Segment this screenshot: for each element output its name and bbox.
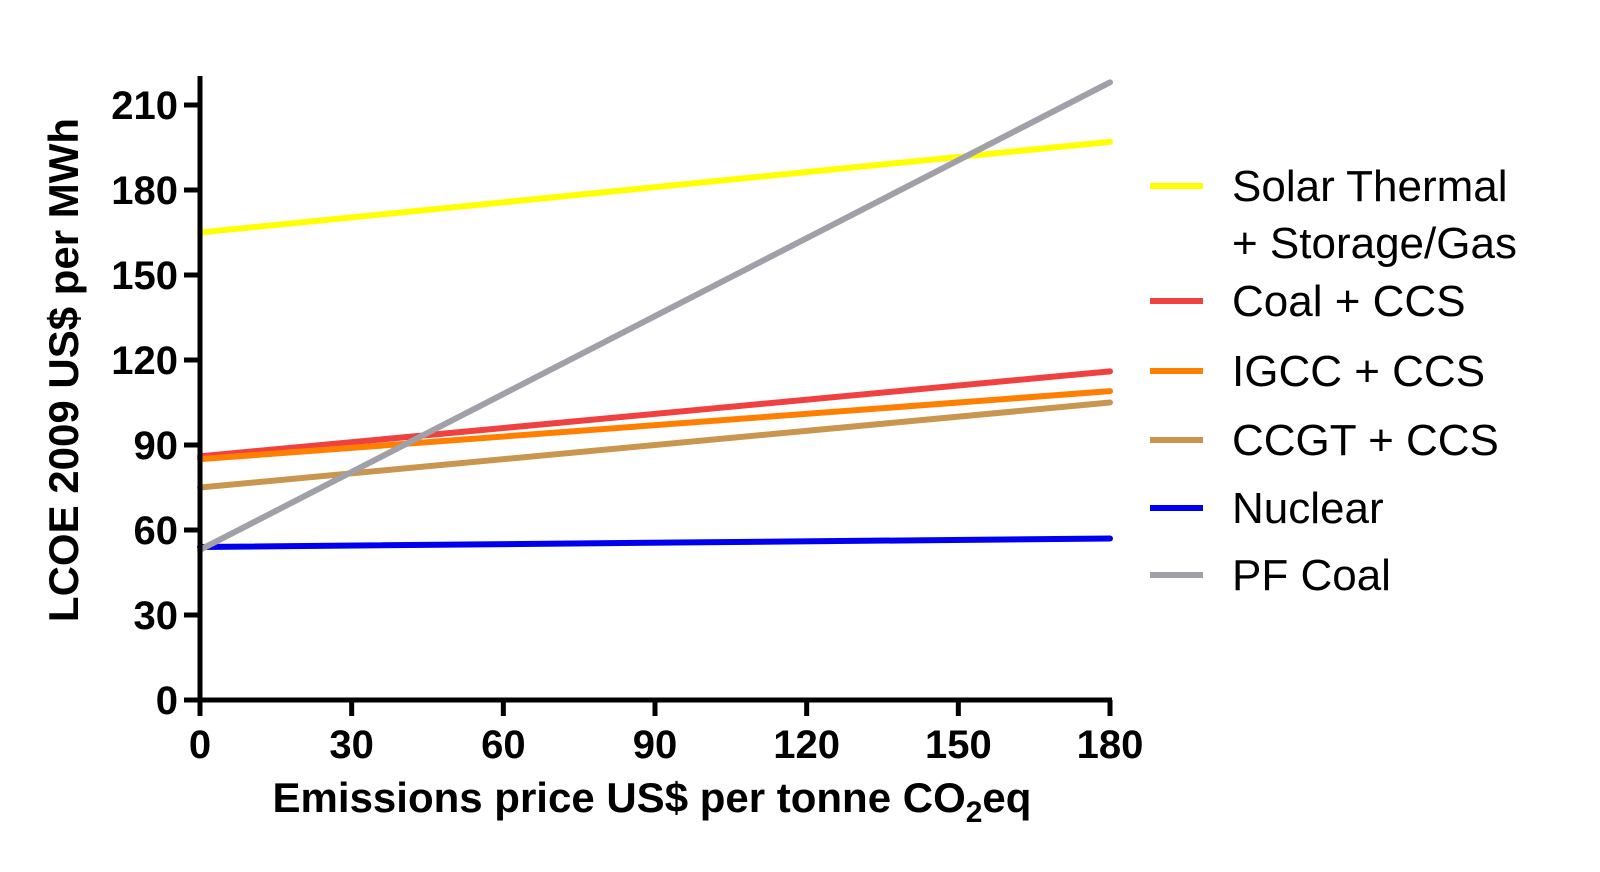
y-tick-label: 180 [111, 169, 178, 213]
legend-label-solar-thermal-line2: + Storage/Gas [1232, 219, 1517, 268]
y-tick-label: 30 [134, 594, 179, 638]
y-axis-title: LCOE 2009 US$ per MWh [40, 118, 87, 622]
legend: Solar Thermal + Storage/Gas Coal + CCS IGCC… [1150, 162, 1517, 600]
x-tick-label: 0 [189, 723, 211, 767]
legend-label-pf-coal: PF Coal [1232, 551, 1391, 600]
y-tick-label: 60 [134, 509, 179, 553]
x-axis-title-subscript: 2 [966, 796, 983, 829]
x-tick-label: 150 [925, 723, 992, 767]
legend-label-solar-thermal: Solar Thermal [1232, 162, 1508, 211]
x-axis-title-suffix: eq [982, 774, 1031, 821]
x-ticks: 0 30 60 90 120 150 180 [189, 700, 1144, 767]
series-line-igcc-ccs [197, 388, 1113, 463]
x-axis-title-main: Emissions price US$ per tonne CO [273, 774, 966, 821]
legend-label-igcc-ccs: IGCC + CCS [1232, 347, 1485, 396]
y-tick-label: 210 [111, 84, 178, 128]
x-axis-title: Emissions price US$ per tonne CO2eq [273, 774, 1032, 829]
series-line-nuclear [197, 535, 1113, 550]
series-line-pf-coal [197, 79, 1113, 553]
y-tick-label: 150 [111, 254, 178, 298]
y-tick-label: 0 [156, 679, 178, 723]
y-tick-label: 90 [134, 424, 179, 468]
legend-label-ccgt-ccs: CCGT + CCS [1232, 416, 1499, 465]
series-line-coal-ccs [197, 368, 1113, 460]
x-tick-label: 30 [329, 723, 374, 767]
series-layer [197, 79, 1113, 553]
x-tick-label: 180 [1077, 723, 1144, 767]
x-tick-label: 60 [481, 723, 526, 767]
y-tick-label: 120 [111, 339, 178, 383]
y-ticks: 0 30 60 90 120 150 180 210 [111, 84, 200, 723]
x-tick-label: 120 [773, 723, 840, 767]
legend-label-nuclear: Nuclear [1232, 484, 1384, 533]
legend-label-coal-ccs: Coal + CCS [1232, 277, 1466, 326]
x-tick-label: 90 [633, 723, 678, 767]
